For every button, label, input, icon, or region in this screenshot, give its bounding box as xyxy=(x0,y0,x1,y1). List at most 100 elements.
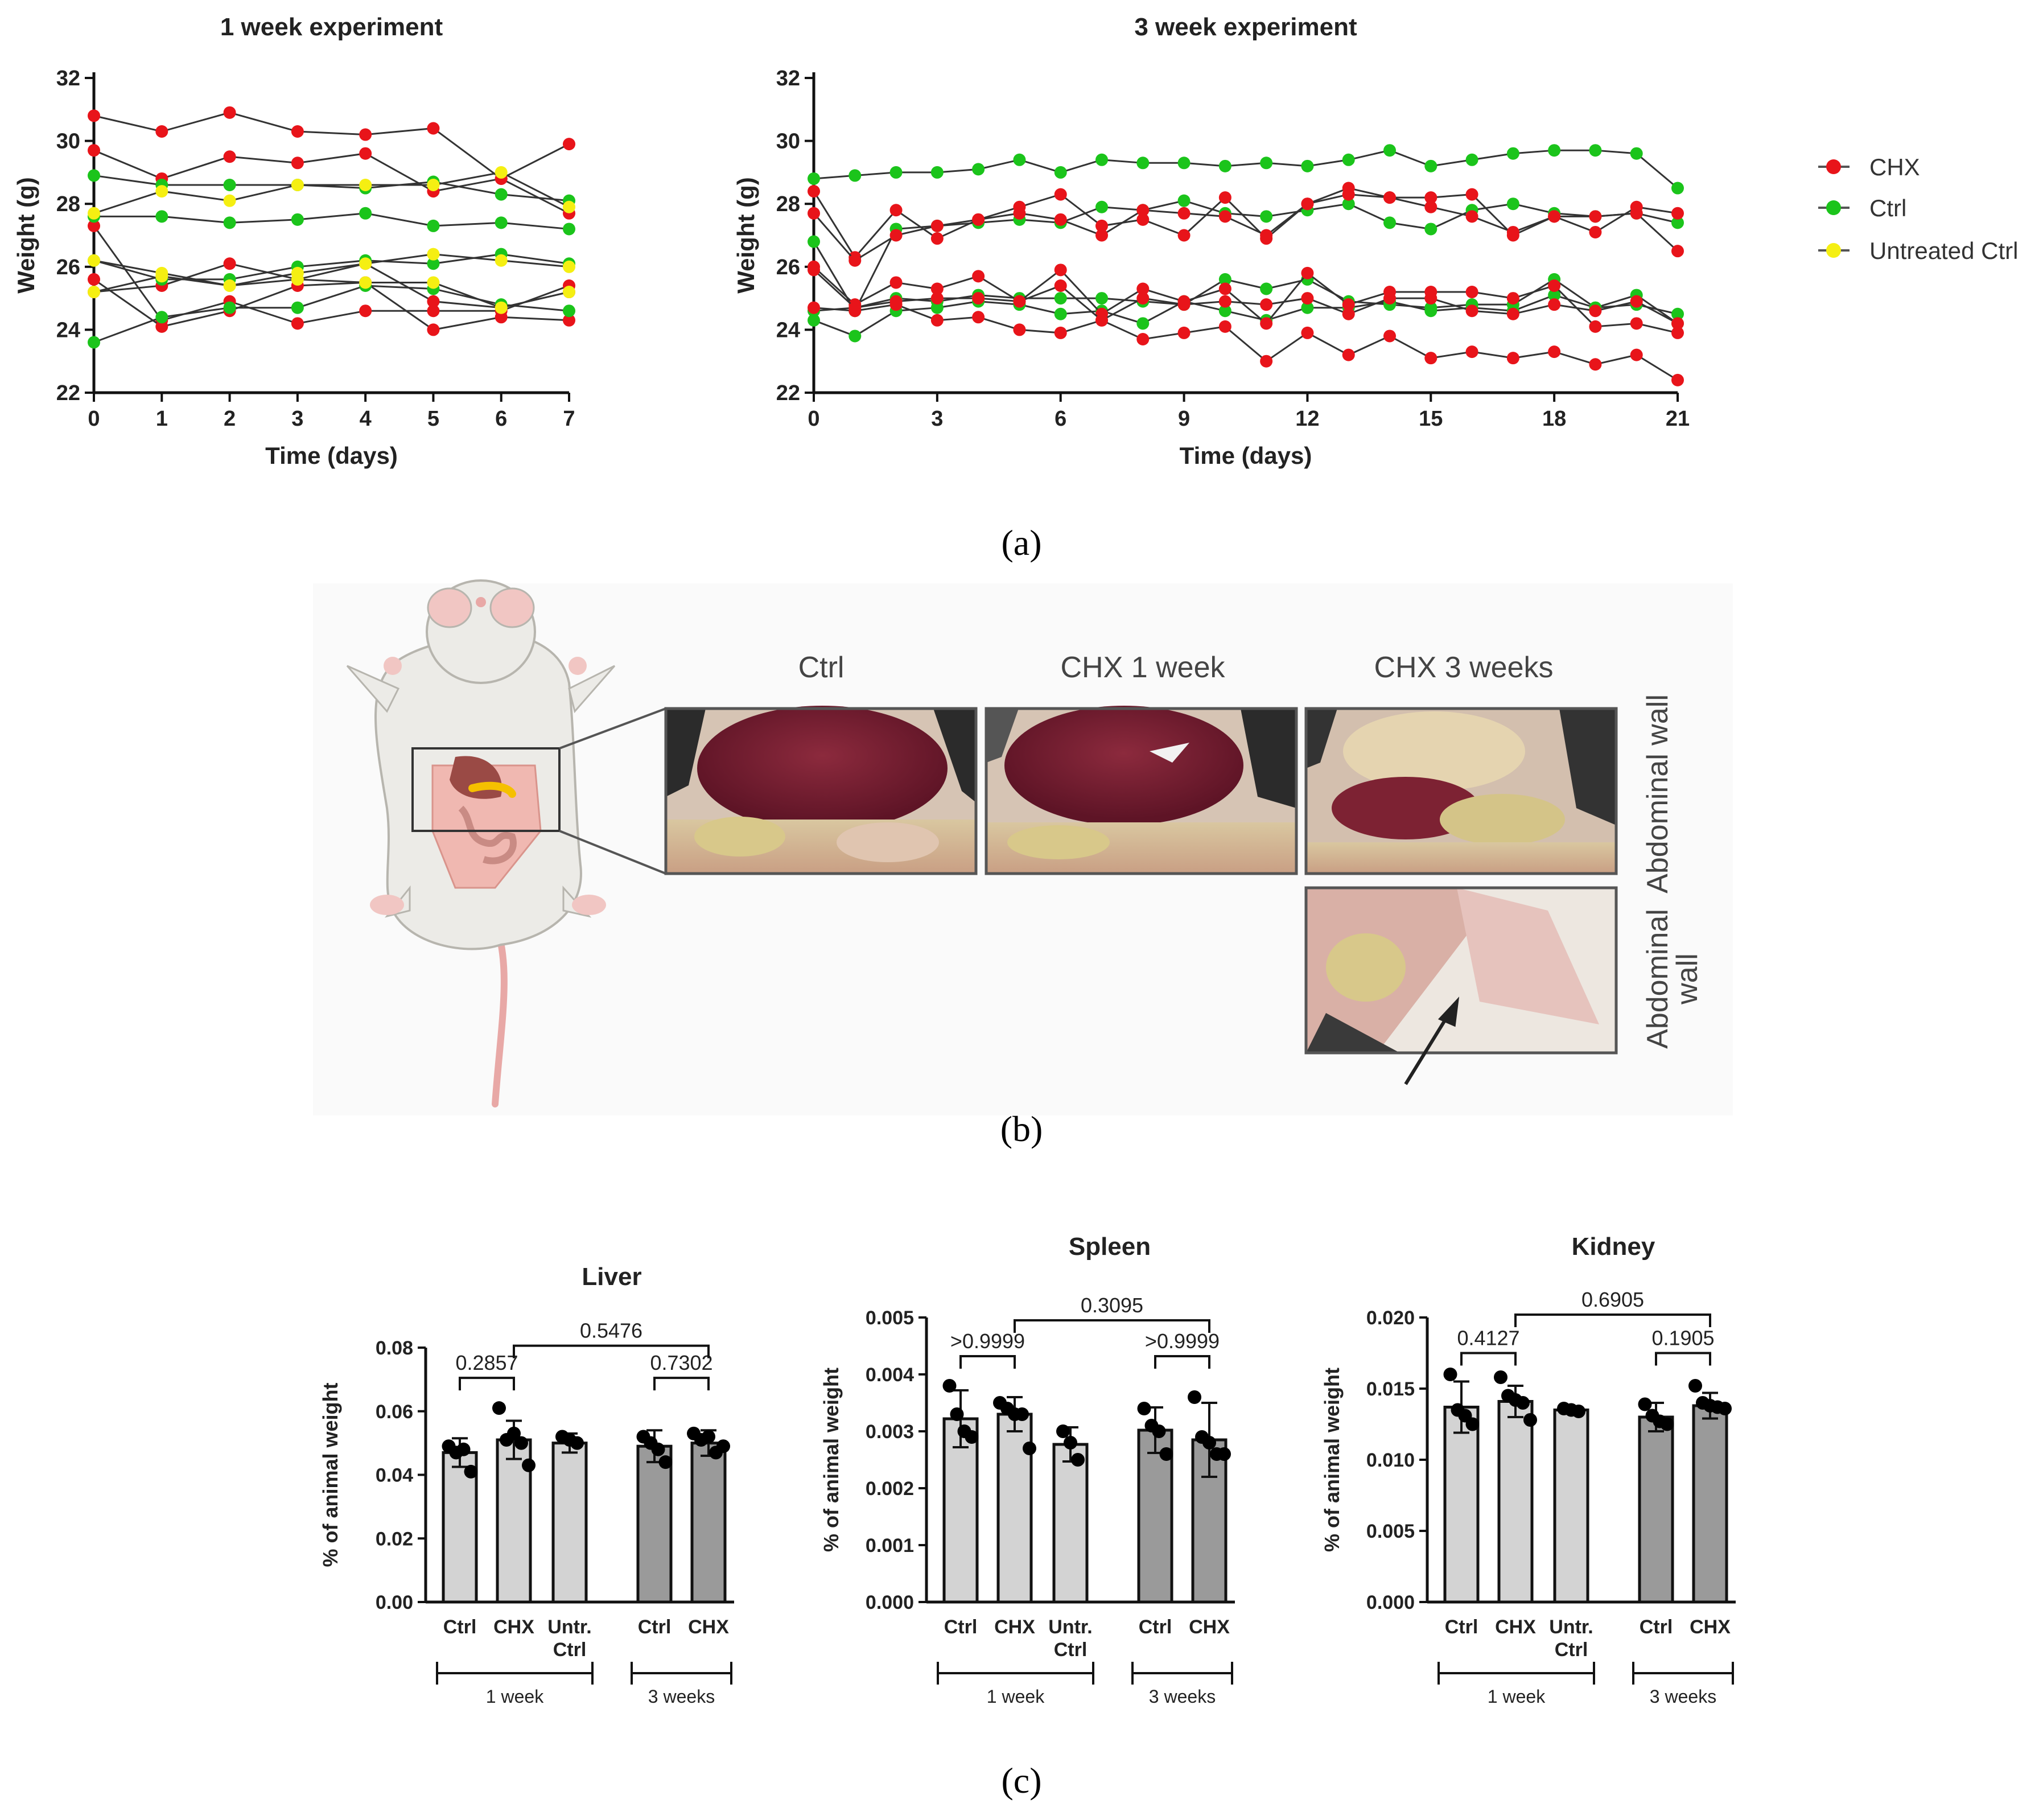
data-point-ctrl xyxy=(1383,216,1396,229)
data-point-chx xyxy=(1054,263,1067,277)
y-tick-label: 0.005 xyxy=(866,1307,914,1329)
data-point-chx xyxy=(1218,295,1231,308)
p-value-label: >0.9999 xyxy=(950,1329,1025,1353)
y-axis-label: % of animal weight xyxy=(819,1368,843,1552)
data-point-chx xyxy=(88,144,100,157)
x-tick-label: Ctrl xyxy=(553,1639,587,1661)
bar xyxy=(690,1442,727,1604)
data-point-untreated xyxy=(495,166,508,179)
x-tick-label: 12 xyxy=(1295,407,1319,431)
x-tick-label: Ctrl xyxy=(638,1616,672,1638)
data-point-chx xyxy=(359,147,372,160)
chart-title: 3 week experiment xyxy=(1134,13,1357,41)
y-tick-label: 0.010 xyxy=(1366,1450,1415,1471)
data-point-untreated xyxy=(88,207,100,220)
y-tick-label: 0.015 xyxy=(1366,1378,1415,1400)
data-point xyxy=(1023,1442,1036,1455)
data-point-chx xyxy=(1177,207,1191,220)
data-point-ctrl xyxy=(1589,144,1602,157)
data-point-chx xyxy=(427,323,440,336)
y-tick-label: 0.020 xyxy=(1366,1307,1415,1329)
photo-column-title-chx-1-week: CHX 1 week xyxy=(1061,651,1226,684)
data-point-chx xyxy=(808,263,820,277)
data-point xyxy=(507,1426,521,1440)
mouse-ear-left xyxy=(427,587,472,628)
x-tick-label: 5 xyxy=(427,407,439,431)
data-point-ctrl xyxy=(808,314,820,327)
data-point-chx xyxy=(930,314,944,327)
data-point-chx xyxy=(88,219,100,232)
data-point-chx xyxy=(1424,352,1437,365)
data-point-ctrl xyxy=(495,216,508,229)
mouse-pancreas xyxy=(468,781,516,798)
series-line-chx xyxy=(93,225,570,324)
data-point-chx xyxy=(930,232,944,245)
x-tick-label: Ctrl xyxy=(1139,1616,1172,1638)
data-point-chx xyxy=(1342,348,1355,361)
significance-bracket xyxy=(1460,1352,1517,1366)
data-point-chx xyxy=(359,304,372,318)
series-line-untreated xyxy=(93,171,570,215)
data-point xyxy=(1660,1417,1674,1431)
data-point-ctrl xyxy=(1506,197,1519,211)
x-tick-label: Ctrl xyxy=(1445,1616,1478,1638)
data-point xyxy=(1494,1370,1507,1384)
data-point xyxy=(1071,1453,1085,1467)
legend-item-chx: CHX xyxy=(1818,154,1920,180)
data-point xyxy=(1217,1447,1231,1461)
x-tick-label: Untr. xyxy=(1048,1616,1092,1638)
data-point xyxy=(942,1379,957,1393)
data-point xyxy=(456,1442,471,1456)
data-point-chx xyxy=(1465,210,1478,223)
bar xyxy=(1692,1404,1728,1604)
x-tick-label: CHX xyxy=(493,1616,534,1638)
zoom-line-bottom xyxy=(559,830,666,875)
data-point-untreated xyxy=(359,179,372,192)
x-tick-label: 9 xyxy=(1178,407,1190,431)
x-tick-label: CHX xyxy=(1189,1616,1230,1638)
data-point-chx xyxy=(495,311,508,324)
data-point-chx xyxy=(1424,191,1437,204)
bar xyxy=(636,1444,673,1604)
data-point-chx xyxy=(1589,320,1602,333)
data-point-chx xyxy=(1630,207,1643,220)
x-tick-label: 15 xyxy=(1419,407,1443,431)
data-point-chx xyxy=(1671,373,1684,386)
data-point-chx xyxy=(1630,348,1643,361)
photo-row-label-abdominal-wall: Abdominalwall xyxy=(1641,909,1704,1049)
photo-chx-3-weeks-abdominal-wall xyxy=(1304,886,1618,1085)
panel-label-b: (b) xyxy=(1000,1109,1043,1149)
x-tick-label: Ctrl xyxy=(443,1616,477,1638)
data-point-chx xyxy=(155,320,168,333)
x-tick-label: 4 xyxy=(360,407,372,431)
significance-bracket xyxy=(1014,1319,1210,1333)
x-axis-label: Time (days) xyxy=(265,442,398,469)
x-tick-label: 6 xyxy=(495,407,507,431)
data-point-untreated xyxy=(88,254,100,267)
data-point-ctrl xyxy=(359,207,372,220)
y-axis-label: Weight (g) xyxy=(13,177,39,294)
data-point-chx xyxy=(1136,213,1150,226)
x-tick-label: CHX xyxy=(688,1616,729,1638)
data-point-chx xyxy=(223,257,236,270)
data-point-ctrl xyxy=(1342,197,1355,211)
data-point-ctrl xyxy=(155,210,168,223)
data-point-ctrl xyxy=(223,216,236,229)
data-point-chx xyxy=(88,273,100,286)
data-point-chx xyxy=(1136,292,1150,305)
data-point-untreated xyxy=(359,257,372,270)
significance-bracket xyxy=(459,1377,515,1391)
data-point-chx xyxy=(427,304,440,318)
y-tick-label: 30 xyxy=(776,130,800,154)
data-point-ctrl xyxy=(808,235,820,248)
y-tick-label: 0.004 xyxy=(866,1364,914,1386)
significance-bracket xyxy=(653,1377,710,1391)
data-point-ctrl xyxy=(1095,153,1108,166)
data-point-chx xyxy=(1260,317,1273,330)
data-point xyxy=(1056,1424,1070,1438)
bar xyxy=(1497,1400,1534,1604)
x-tick-label: 6 xyxy=(1055,407,1066,431)
data-point-chx xyxy=(1260,355,1273,368)
data-point-chx xyxy=(1218,282,1231,295)
data-point-untreated xyxy=(427,179,440,192)
